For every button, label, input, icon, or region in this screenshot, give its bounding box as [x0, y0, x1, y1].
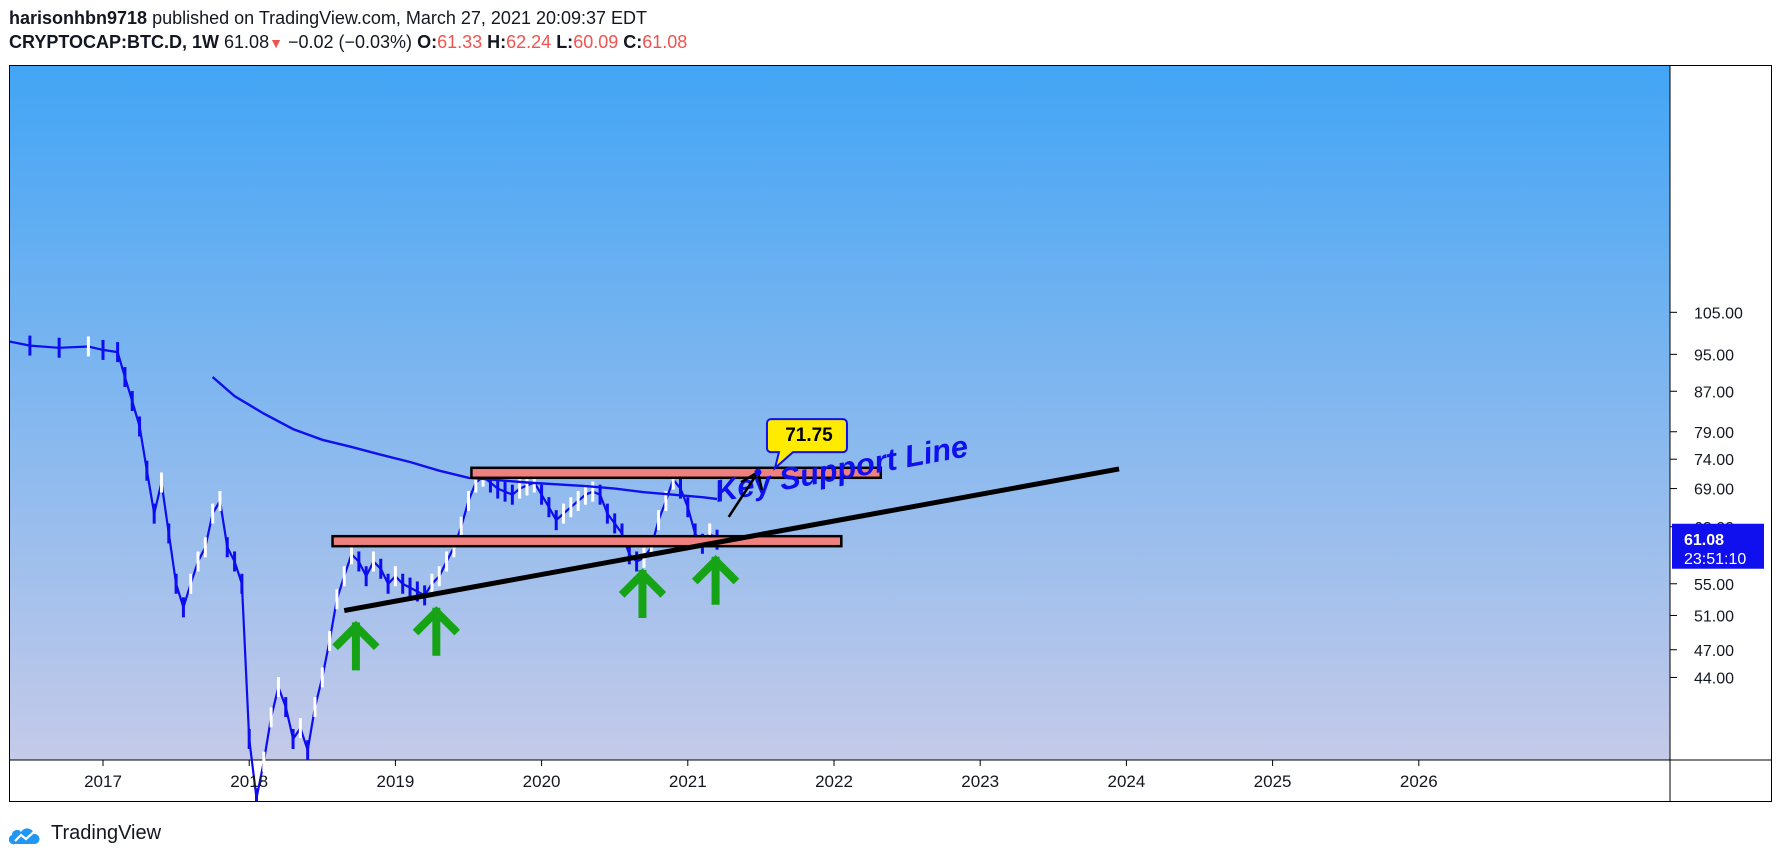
time-axis-label: 2022: [815, 772, 853, 791]
target-point: [754, 468, 762, 476]
time-axis[interactable]: 2017 2018 2019 2020 2021 2022 2023 2024 2025 2026: [84, 760, 1438, 791]
price-axis-label: 69.00: [1694, 482, 1734, 499]
resistance-zone: [470, 466, 883, 480]
time-axis-label: 2026: [1400, 772, 1438, 791]
price-axis-label: 95.00: [1694, 347, 1734, 364]
low-value: 60.09: [573, 32, 619, 52]
last-price-value: 61.08: [1684, 532, 1724, 549]
high-label: H:: [487, 32, 507, 52]
open-label: O:: [417, 32, 438, 52]
support-zone: [331, 534, 843, 548]
price-axis-label: 51.00: [1694, 608, 1734, 625]
author-name[interactable]: harisonhbn9718: [9, 8, 148, 28]
target-price-callout: [765, 418, 848, 472]
time-axis-label: 2018: [230, 772, 268, 791]
support-touch-arrow-icon: [332, 620, 380, 671]
price-axis-label: 74.00: [1694, 452, 1734, 469]
plot-background: [10, 66, 1670, 760]
footer-brand[interactable]: TradingView: [51, 821, 162, 844]
time-axis-label: 2019: [376, 772, 414, 791]
key-support-line: [343, 466, 1120, 614]
footer: TradingView: [9, 818, 161, 848]
time-axis-label: 2021: [669, 772, 707, 791]
open-value: 61.33: [437, 32, 483, 52]
chart-header: harisonhbn9718 published on TradingView.…: [9, 6, 1769, 55]
support-touch-arrow-icon: [618, 568, 667, 619]
ohlc-line: CRYPTOCAP:BTC.D, 1W 61.08▼ −0.02 (−0.03%…: [9, 30, 1769, 55]
symbol-interval: CRYPTOCAP:BTC.D, 1W: [9, 32, 220, 52]
close-label: C:: [623, 32, 643, 52]
time-axis-label: 2020: [523, 772, 561, 791]
price-axis[interactable]: 105.0095.0087.0079.0074.0069.0063.0055.0…: [1670, 305, 1764, 687]
price-axis-label: 79.00: [1694, 425, 1734, 442]
down-triangle-icon: ▼: [269, 35, 283, 51]
target-arrow-line: [727, 471, 760, 518]
low-label: L:: [556, 32, 574, 52]
high-value: 62.24: [506, 32, 552, 52]
support-touch-arrow-icon: [691, 555, 740, 605]
price-axis-label: 47.00: [1694, 643, 1734, 660]
price-axis-label: 105.00: [1694, 305, 1743, 322]
time-axis-label: 2025: [1254, 772, 1292, 791]
time-axis-label: 2024: [1107, 772, 1145, 791]
chart-frame[interactable]: Key Support Line 71.75 105.00 95.00 87.00 79…: [9, 65, 1772, 802]
price-axis-label: 87.00: [1694, 384, 1734, 401]
close-value: 61.08: [642, 32, 688, 52]
time-axis-background: [10, 760, 1670, 801]
time-axis-label: 2023: [961, 772, 999, 791]
support-touch-arrow-icon: [412, 606, 460, 656]
tradingview-logo-icon[interactable]: [9, 821, 45, 845]
publish-line: harisonhbn9718 published on TradingView.…: [9, 6, 1769, 30]
target-price-label: 71.75: [785, 425, 833, 446]
last-price: 61.08: [224, 32, 270, 52]
moving-average-line: [211, 376, 718, 501]
published-text: published on TradingView.com, March 27, …: [152, 8, 648, 28]
price-axis-label: 55.00: [1694, 577, 1734, 594]
price-series-line: [10, 340, 718, 799]
price-change: −0.02 (−0.03%): [287, 32, 413, 52]
price-axis-label: 44.00: [1694, 670, 1734, 687]
moving-average-layer: [211, 376, 718, 501]
last-price-tag: [1672, 523, 1764, 569]
time-axis-label: 2017: [84, 772, 122, 791]
last-price-countdown: 23:51:10: [1684, 551, 1746, 568]
price-axis-background: [1670, 66, 1771, 801]
